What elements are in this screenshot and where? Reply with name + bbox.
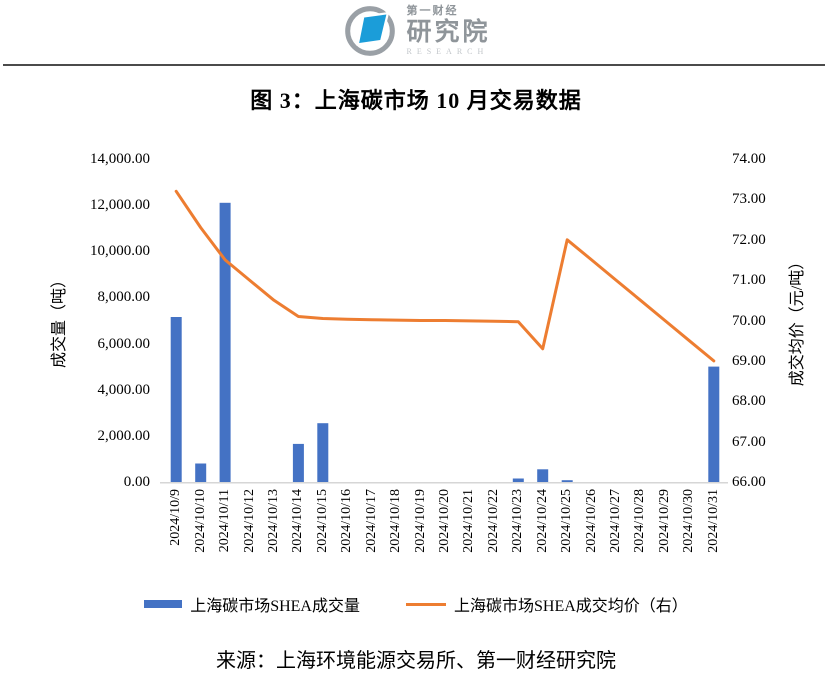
right-axis-tick: 70.00 — [732, 312, 766, 329]
left-axis-tick: 12,000.00 — [90, 197, 150, 214]
volume-bar — [219, 202, 231, 483]
source-note: 来源：上海环境能源交易所、第一财经研究院 — [216, 650, 616, 672]
volume-bar — [317, 423, 329, 482]
logo-brand-sub: RESEARCH — [406, 47, 489, 56]
volume-bar — [170, 317, 182, 482]
right-axis-tick: 73.00 — [732, 191, 766, 208]
x-axis-tick: 2024/10/23 — [510, 489, 526, 553]
x-axis-tick: 2024/10/19 — [412, 489, 428, 553]
legend-volume-label: 上海碳市场SHEA成交量 — [190, 598, 360, 615]
x-axis-tick: 2024/10/31 — [705, 489, 721, 553]
right-axis-tick: 67.00 — [732, 433, 766, 450]
chart-title: 图 3：上海碳市场 10 月交易数据 — [250, 88, 582, 113]
x-axis-tick: 2024/10/30 — [681, 489, 697, 553]
chart-legend: 上海碳市场SHEA成交量 上海碳市场SHEA成交均价（右） — [0, 592, 832, 616]
left-axis-tick: 14,000.00 — [90, 151, 150, 167]
price-series-swatch-icon — [406, 602, 446, 606]
x-axis-tick: 2024/10/27 — [608, 489, 624, 553]
x-axis-tick: 2024/10/18 — [388, 489, 404, 553]
left-axis-tick: 6,000.00 — [97, 335, 151, 352]
right-axis-tick: 68.00 — [732, 393, 766, 410]
left-axis-tick: 4,000.00 — [97, 381, 151, 398]
x-axis-tick: 2024/10/28 — [632, 489, 648, 553]
x-axis-tick: 2024/10/12 — [241, 489, 257, 553]
volume-series-swatch-icon — [144, 600, 183, 608]
x-axis-tick: 2024/10/14 — [290, 489, 306, 553]
volume-bar — [708, 366, 720, 482]
right-axis-tick: 72.00 — [732, 231, 766, 248]
legend-item-volume: 上海碳市场SHEA成交量 — [144, 592, 360, 616]
logo-brand-small: 第一财经 — [406, 5, 459, 17]
header-divider — [3, 64, 825, 66]
logo-text: 第一财经 研究院 RESEARCH — [406, 6, 490, 56]
volume-bar — [537, 469, 549, 482]
x-axis-tick: 2024/10/16 — [339, 489, 355, 553]
x-axis-tick: 2024/10/21 — [461, 489, 477, 553]
left-axis-tick: 2,000.00 — [97, 427, 151, 444]
x-axis-tick: 2024/10/24 — [534, 489, 550, 553]
x-axis-tick: 2024/10/20 — [437, 489, 452, 553]
right-axis-tick: 66.00 — [732, 474, 766, 490]
price-line — [174, 189, 716, 363]
logo-brand-large: 研究院 — [406, 19, 491, 46]
left-axis-title: 成交量（吨） — [51, 272, 68, 369]
right-axis-tick: 74.00 — [732, 151, 766, 167]
left-axis-tick: 0.00 — [123, 474, 150, 490]
x-axis-tick: 2024/10/26 — [583, 489, 599, 553]
left-axis-tick: 8,000.00 — [97, 289, 151, 306]
volume-bar — [561, 480, 573, 482]
volume-bar — [292, 443, 304, 482]
volume-bar — [195, 463, 207, 482]
right-axis-tick: 71.00 — [732, 272, 766, 289]
x-axis-tick: 2024/10/11 — [217, 489, 233, 553]
x-axis-tick: 2024/10/25 — [559, 489, 575, 553]
yicai-logo-icon — [345, 6, 396, 56]
x-axis-tick: 2024/10/9 — [168, 489, 184, 546]
x-axis-tick: 2024/10/13 — [265, 489, 281, 553]
x-axis-tick: 2024/10/10 — [192, 489, 208, 553]
x-axis-tick: 2024/10/15 — [314, 489, 330, 553]
left-axis-tick: 10,000.00 — [90, 243, 150, 260]
publisher-logo: 第一财经 研究院 RESEARCH — [0, 2, 832, 60]
right-axis-tick: 69.00 — [732, 352, 766, 369]
volume-bar — [512, 478, 524, 482]
x-axis-tick: 2024/10/29 — [656, 489, 672, 553]
x-axis-tick: 2024/10/22 — [485, 489, 501, 553]
legend-price-label: 上海碳市场SHEA成交均价（右） — [454, 598, 688, 615]
x-axis-tick: 2024/10/17 — [363, 489, 379, 553]
legend-item-price: 上海碳市场SHEA成交均价（右） — [406, 592, 688, 616]
